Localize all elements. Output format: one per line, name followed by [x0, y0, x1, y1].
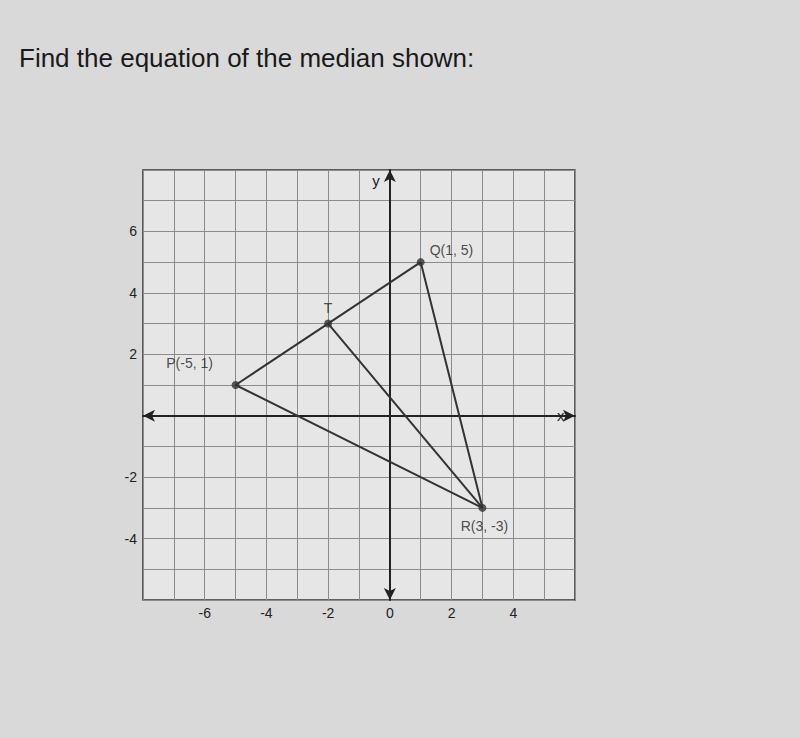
- svg-text:-2: -2: [322, 605, 335, 621]
- svg-text:R(3, -3): R(3, -3): [461, 518, 508, 534]
- svg-text:Find the equation of the media: Find the equation of the median shown:: [19, 43, 474, 73]
- svg-text:x: x: [557, 407, 565, 425]
- svg-text:6: 6: [129, 223, 137, 239]
- svg-text:Q(1, 5): Q(1, 5): [430, 242, 474, 258]
- svg-text:T: T: [324, 300, 333, 316]
- svg-text:2: 2: [129, 346, 137, 362]
- svg-text:-2: -2: [125, 469, 138, 485]
- svg-text:-4: -4: [125, 531, 138, 547]
- svg-text:4: 4: [129, 285, 137, 301]
- svg-text:-4: -4: [260, 605, 273, 621]
- svg-text:2: 2: [448, 605, 456, 621]
- svg-text:y: y: [372, 172, 380, 189]
- svg-text:4: 4: [509, 605, 517, 621]
- svg-text:-6: -6: [198, 605, 211, 621]
- svg-text:0: 0: [386, 605, 394, 621]
- svg-text:P(-5, 1): P(-5, 1): [166, 355, 213, 371]
